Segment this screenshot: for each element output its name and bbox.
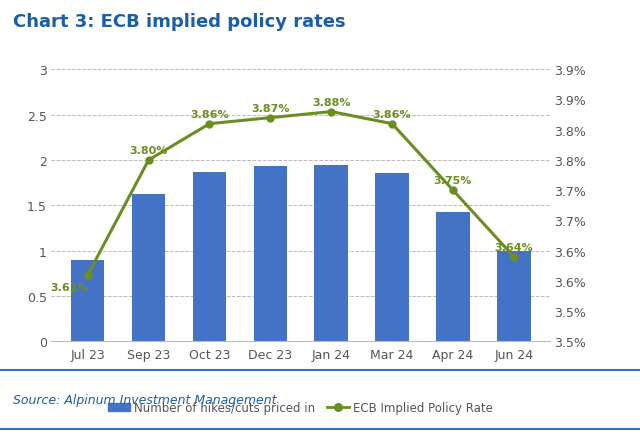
Legend: Number of hikes/cuts priced in, ECB Implied Policy Rate: Number of hikes/cuts priced in, ECB Impl…: [104, 396, 498, 419]
Text: 3.88%: 3.88%: [312, 98, 351, 107]
Bar: [71, 260, 104, 342]
Text: Source: Alpinum Investment Management: Source: Alpinum Investment Management: [13, 393, 276, 406]
Bar: [376, 173, 409, 342]
Text: 3.80%: 3.80%: [129, 146, 168, 156]
Bar: [193, 173, 226, 342]
Text: 3.61%: 3.61%: [50, 283, 89, 293]
Text: 3.75%: 3.75%: [434, 176, 472, 186]
Bar: [497, 251, 531, 342]
Text: 3.86%: 3.86%: [190, 110, 228, 120]
Bar: [253, 167, 287, 342]
Text: 3.87%: 3.87%: [251, 103, 290, 113]
Text: 3.64%: 3.64%: [495, 242, 533, 252]
Bar: [436, 212, 470, 342]
Text: Chart 3: ECB implied policy rates: Chart 3: ECB implied policy rates: [13, 13, 346, 31]
Bar: [132, 194, 165, 342]
Bar: [314, 165, 348, 342]
Text: 3.86%: 3.86%: [373, 110, 412, 120]
